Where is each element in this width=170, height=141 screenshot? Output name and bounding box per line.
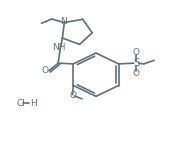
Text: H: H	[30, 99, 37, 108]
Text: NH: NH	[52, 43, 66, 52]
Text: O: O	[41, 66, 48, 75]
Text: S: S	[133, 58, 140, 68]
Text: O: O	[133, 48, 140, 57]
Text: O: O	[133, 69, 140, 78]
Text: O: O	[70, 91, 77, 100]
Text: N: N	[60, 17, 67, 26]
Text: Cl: Cl	[17, 99, 26, 108]
